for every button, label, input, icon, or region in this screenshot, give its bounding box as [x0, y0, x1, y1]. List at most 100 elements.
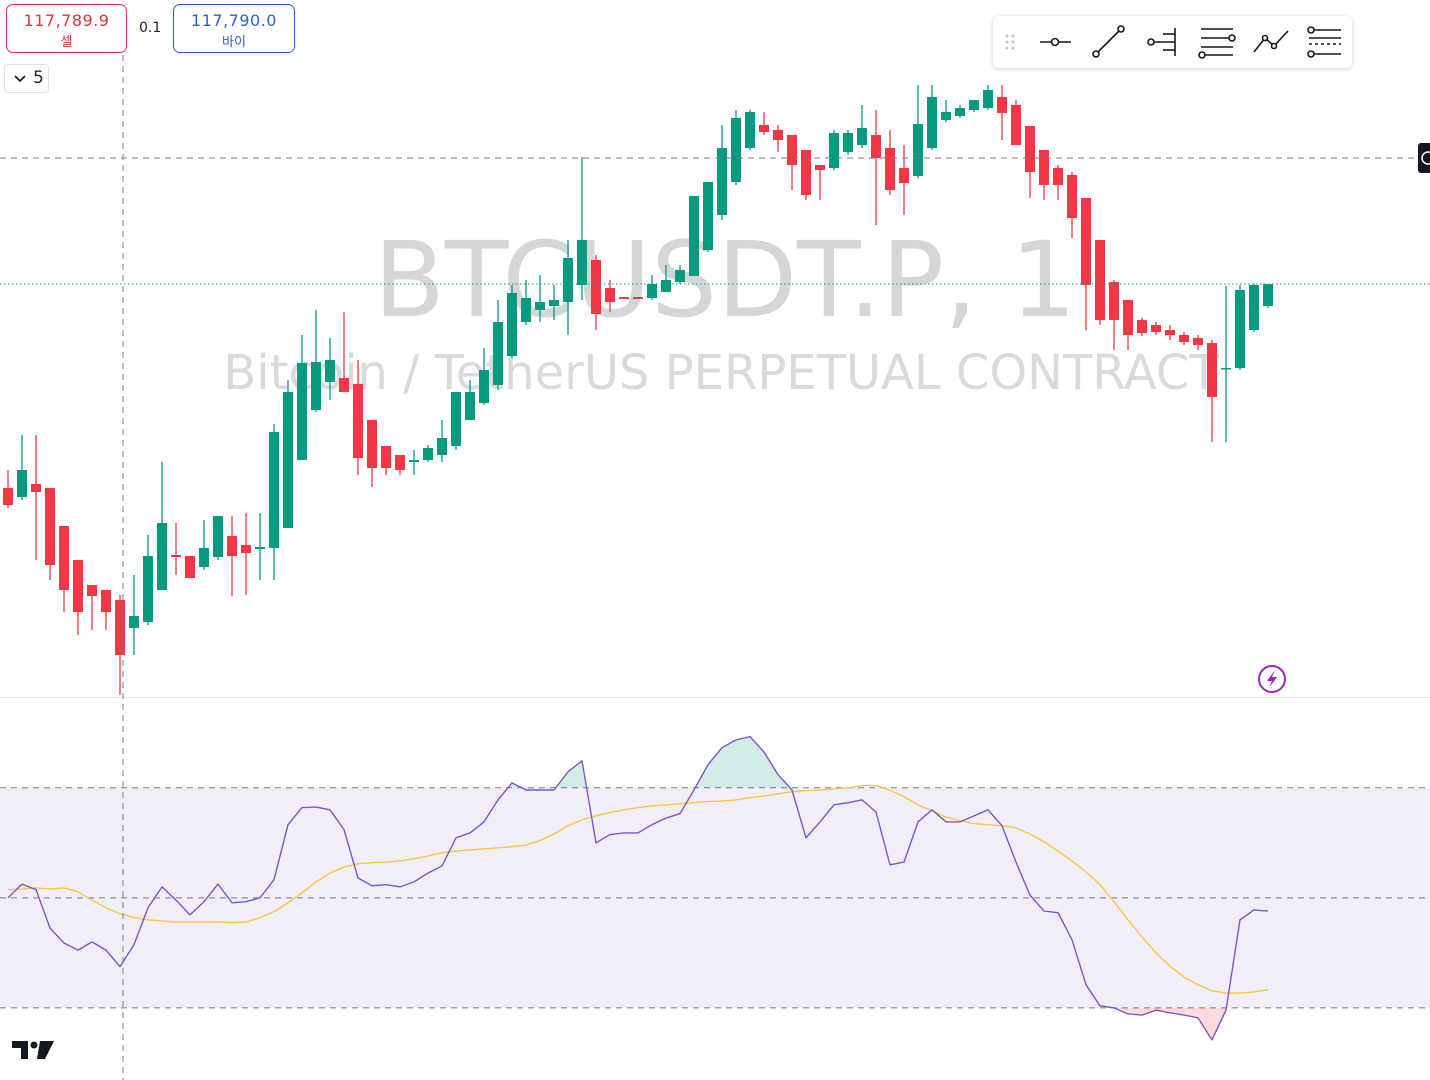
candle-body — [507, 293, 517, 356]
watermark-description: Bitcoin / TetherUS PERPETUAL CONTRACT — [223, 345, 1219, 401]
candle-body — [129, 616, 139, 628]
candle-body — [745, 112, 755, 148]
candle-body — [1109, 282, 1119, 320]
candle-body — [1039, 150, 1049, 185]
candle-body — [255, 547, 265, 549]
candle-body — [115, 600, 125, 655]
candle-body — [227, 536, 237, 556]
candle-body — [885, 148, 895, 190]
trend-line-tool[interactable] — [1092, 25, 1125, 58]
sell-price: 117,789.9 — [23, 11, 110, 30]
path-tool[interactable] — [1253, 30, 1289, 53]
candle-body — [311, 362, 321, 410]
candle-body — [297, 363, 307, 460]
pitchfork-tool[interactable] — [1147, 28, 1176, 56]
candle-body — [563, 258, 573, 302]
candle-body — [1053, 168, 1063, 185]
candle-body — [1235, 290, 1245, 368]
candle-body — [423, 448, 433, 460]
candle-body — [913, 124, 923, 176]
candle-body — [1095, 240, 1105, 320]
candle-body — [633, 297, 643, 299]
candle-body — [1123, 300, 1133, 335]
candle-body — [157, 523, 167, 590]
candle-body — [521, 298, 531, 322]
candle-body — [591, 260, 601, 314]
candle-body — [619, 297, 629, 299]
candle-body — [241, 545, 251, 553]
candle-body — [1025, 126, 1035, 172]
candle-body — [871, 135, 881, 158]
candle-body — [1193, 338, 1203, 345]
rsi-ma-line — [7, 784, 1269, 994]
candle-body — [689, 196, 699, 276]
candle-body — [45, 488, 55, 565]
chevron-icon — [14, 75, 26, 83]
candle-body — [1081, 198, 1091, 285]
lightning-button[interactable] — [1258, 665, 1286, 693]
watermark-symbol: BTCUSDT.P, 1 — [374, 219, 1077, 341]
interval-value: 5 — [33, 68, 44, 88]
candle-body — [759, 125, 769, 132]
candle-body — [549, 300, 559, 306]
candle-body — [1151, 325, 1161, 332]
candle-body — [647, 284, 657, 298]
candle-body — [1207, 343, 1217, 397]
candle-body — [605, 288, 615, 302]
side-tab-icon — [1421, 151, 1430, 165]
interval-selector[interactable]: 5 — [4, 64, 49, 93]
toolbar-icons — [1005, 25, 1341, 59]
candle-body — [437, 438, 447, 455]
candle-body — [171, 555, 181, 557]
candle-body — [87, 585, 97, 596]
candle-body — [661, 280, 671, 292]
sell-button[interactable]: 117,789.9 셀 — [6, 4, 127, 53]
side-tab[interactable] — [1418, 143, 1430, 173]
candle-body — [801, 150, 811, 195]
candle-body — [339, 378, 349, 392]
candle-body — [675, 270, 685, 282]
candle-body — [717, 148, 727, 215]
tradingview-logo — [12, 1041, 54, 1059]
horizontal-line-tool[interactable] — [1040, 37, 1071, 47]
candle-body — [899, 168, 909, 183]
candle-body — [941, 112, 951, 120]
candle-body — [997, 97, 1007, 113]
candle-body — [1067, 175, 1077, 218]
candle-body — [1249, 285, 1259, 330]
candle-body — [283, 392, 293, 528]
candle-body — [185, 556, 195, 578]
candle-body — [493, 322, 503, 385]
candle-body — [983, 90, 993, 108]
quantity[interactable]: 0.1 — [139, 20, 162, 36]
candle-body — [213, 516, 223, 557]
candle-body — [815, 165, 825, 170]
candle-body — [269, 432, 279, 548]
candle-body — [577, 240, 587, 285]
buy-price: 117,790.0 — [191, 11, 277, 30]
candle-body — [73, 560, 83, 612]
buy-button[interactable]: 117,790.0 바이 — [173, 4, 295, 53]
candle-body — [353, 384, 363, 458]
candle-body — [535, 302, 545, 310]
candle-body — [395, 455, 405, 470]
settings-tool[interactable] — [1307, 26, 1341, 58]
fib-tool[interactable] — [1198, 28, 1236, 59]
candle-body — [479, 370, 489, 403]
drawing-toolbar — [993, 16, 1352, 68]
candle-body — [843, 133, 853, 152]
candle-body — [731, 118, 741, 182]
candles — [0, 85, 1430, 695]
watermark: BTCUSDT.P, 1 Bitcoin / TetherUS PERPETUA… — [223, 219, 1219, 401]
candle-body — [59, 526, 69, 590]
candle-body — [1165, 330, 1175, 335]
candle-body — [703, 182, 713, 250]
candle-body — [787, 135, 797, 165]
candle-body — [829, 133, 839, 168]
candle-body — [1011, 105, 1021, 145]
buy-label: 바이 — [222, 35, 246, 50]
drag-handle[interactable] — [1005, 34, 1015, 50]
oversold-fill — [8, 1007, 1268, 1040]
